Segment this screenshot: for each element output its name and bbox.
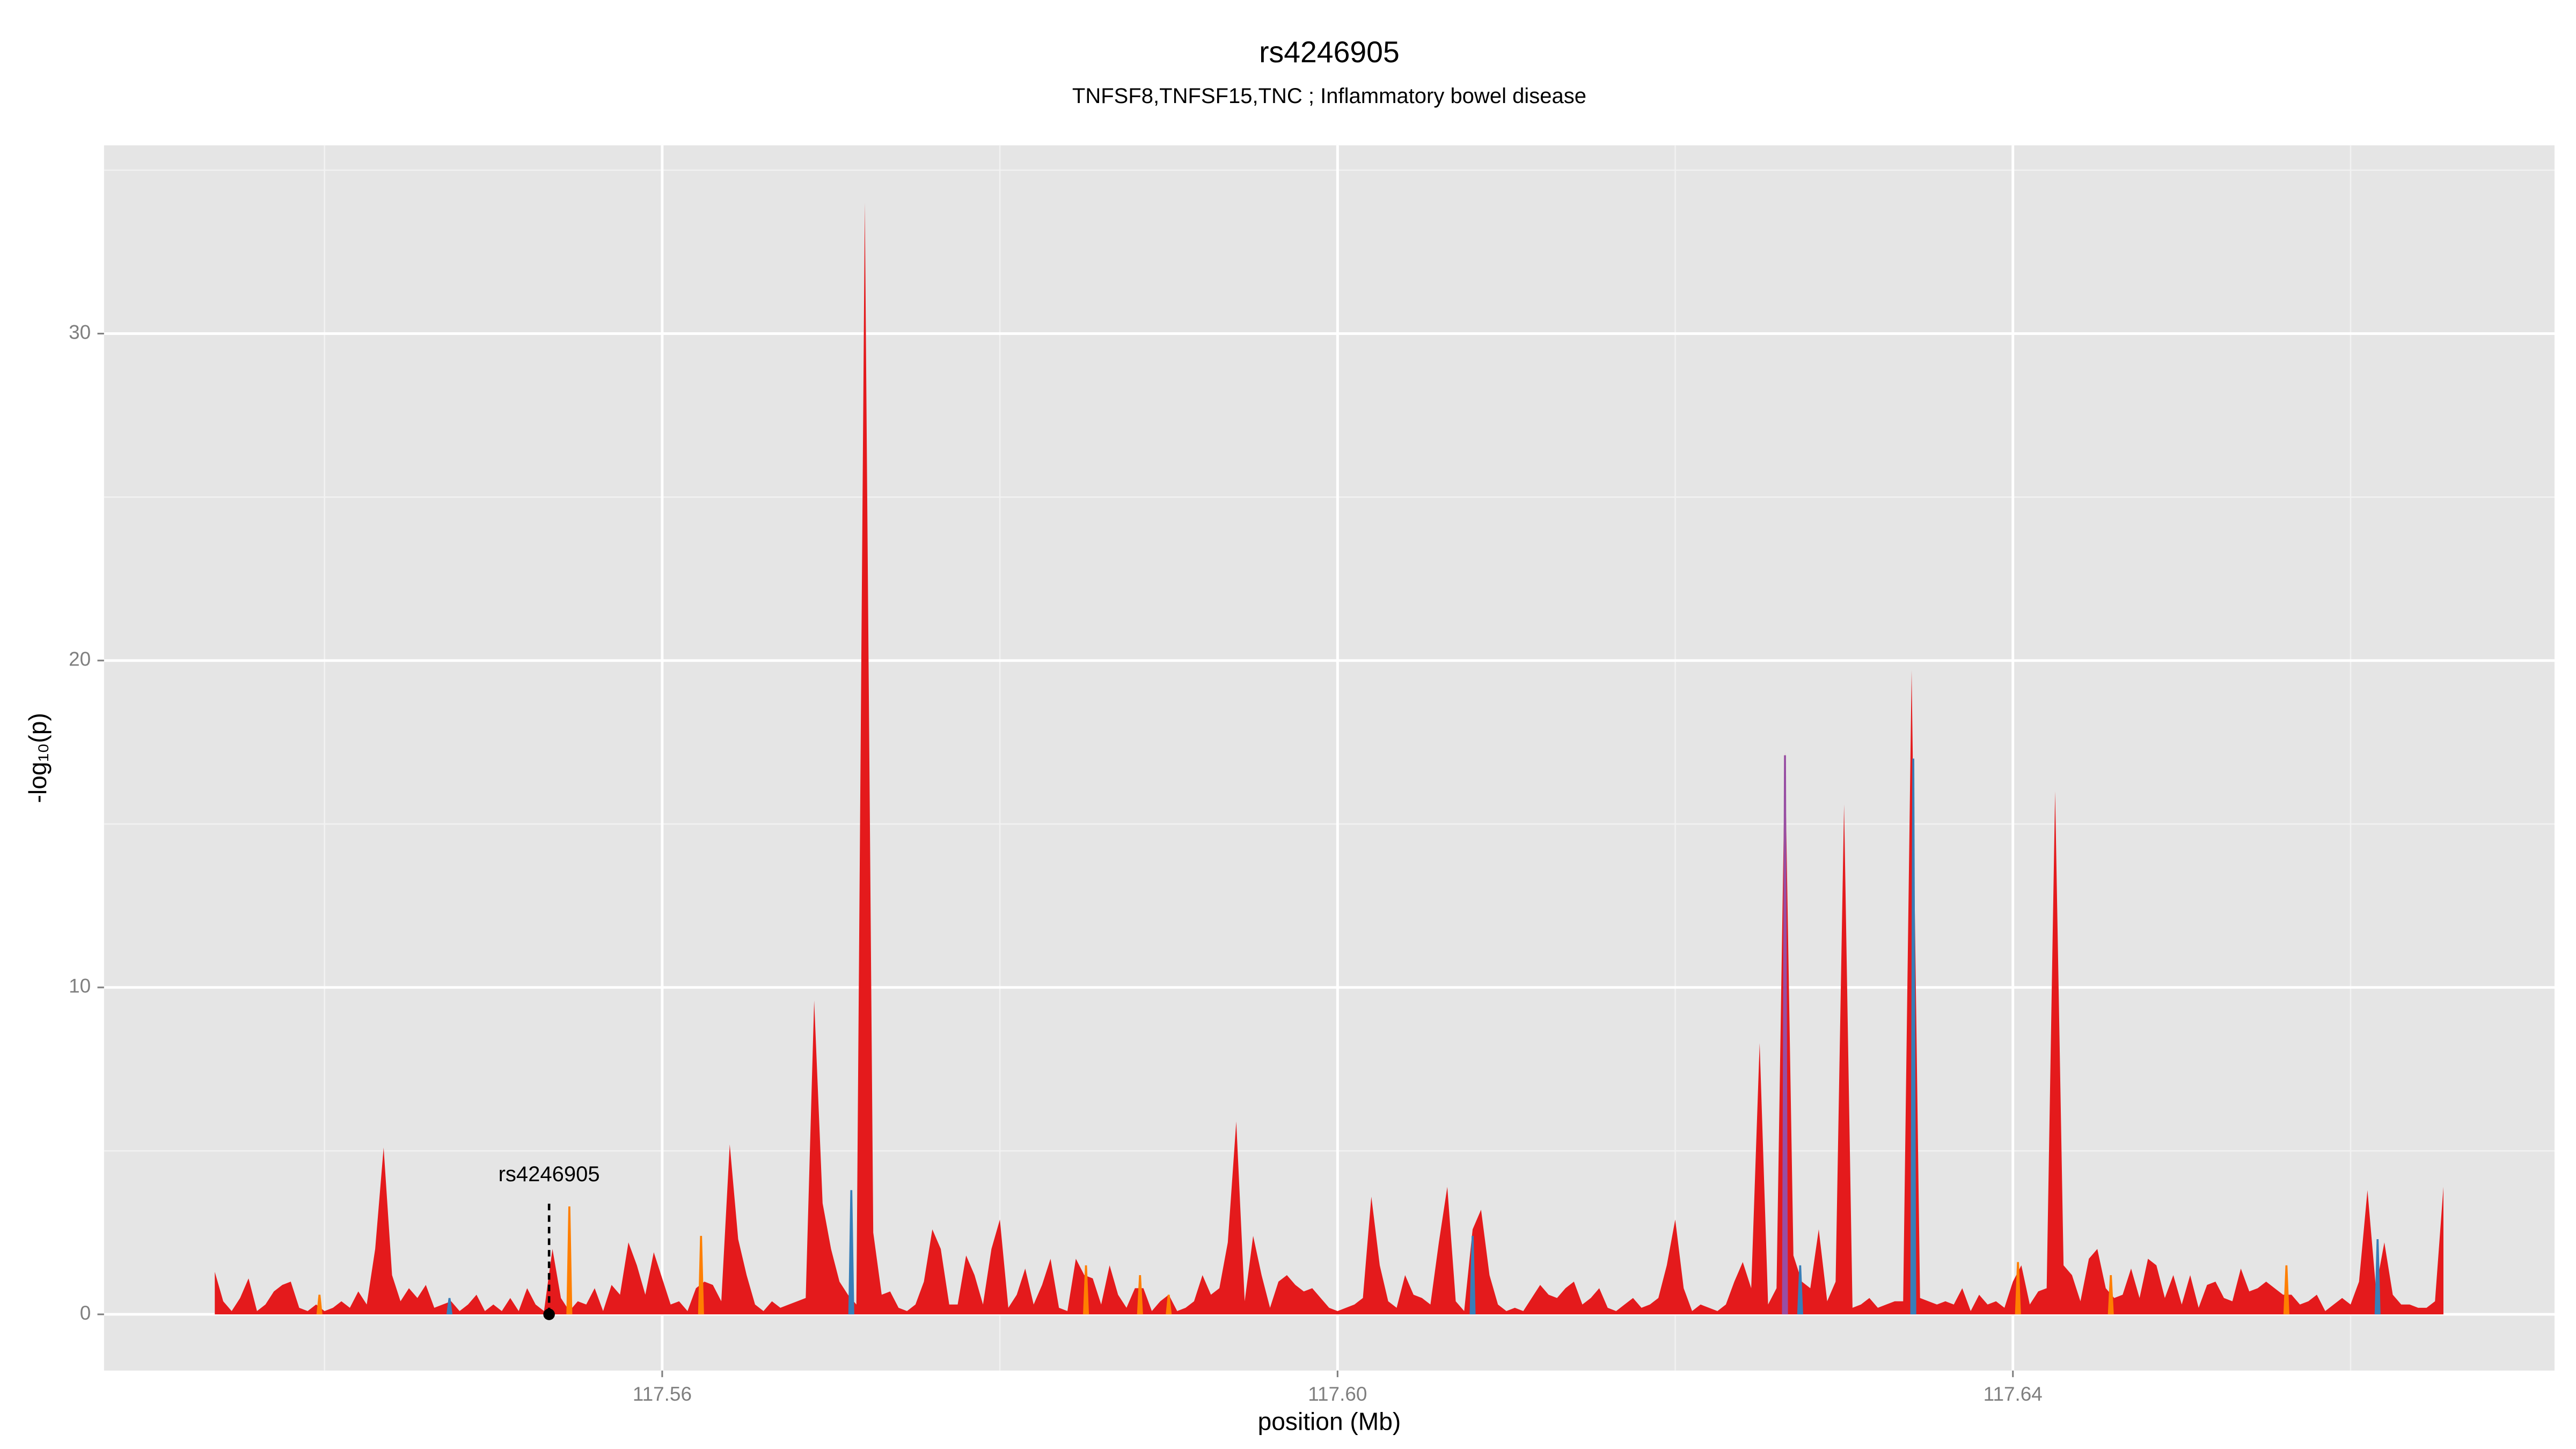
- highlight-label: rs4246905: [499, 1162, 600, 1186]
- y-tick-label: 20: [69, 648, 91, 670]
- spike: [1797, 1265, 1803, 1315]
- chart-title: rs4246905: [1259, 35, 1400, 69]
- spike: [446, 1298, 453, 1315]
- x-tick-label: 117.60: [1308, 1383, 1367, 1405]
- spike: [2107, 1275, 2114, 1315]
- spike: [566, 1206, 573, 1315]
- spike: [2374, 1239, 2381, 1315]
- marks: rs4246905: [215, 202, 2443, 1320]
- spike: [848, 1190, 854, 1315]
- axes: 117.56 117.60 117.64 0 10 20 30: [69, 321, 2043, 1404]
- spike: [1083, 1265, 1089, 1315]
- y-axis-title: -log₁₀(p): [24, 713, 52, 803]
- plot-panel: [104, 145, 2555, 1371]
- y-tick-label: 0: [80, 1302, 91, 1324]
- spike: [1166, 1294, 1172, 1315]
- x-tick-label: 117.56: [633, 1383, 692, 1405]
- chart-subtitle: TNFSF8,TNFSF15,TNC ; Inflammatory bowel …: [1072, 84, 1586, 108]
- highlight-point: [543, 1308, 555, 1320]
- y-tick-label: 30: [69, 321, 91, 343]
- spike: [698, 1235, 704, 1315]
- y-tick-label: 10: [69, 975, 91, 997]
- spike: [2283, 1265, 2289, 1315]
- spike: [1469, 1235, 1476, 1315]
- spike: [2015, 1262, 2021, 1315]
- spike: [1910, 758, 1916, 1315]
- x-axis-title: position (Mb): [1258, 1407, 1401, 1435]
- x-tick-label: 117.64: [1984, 1383, 2043, 1405]
- spike: [1782, 755, 1788, 1315]
- spike: [1137, 1275, 1143, 1315]
